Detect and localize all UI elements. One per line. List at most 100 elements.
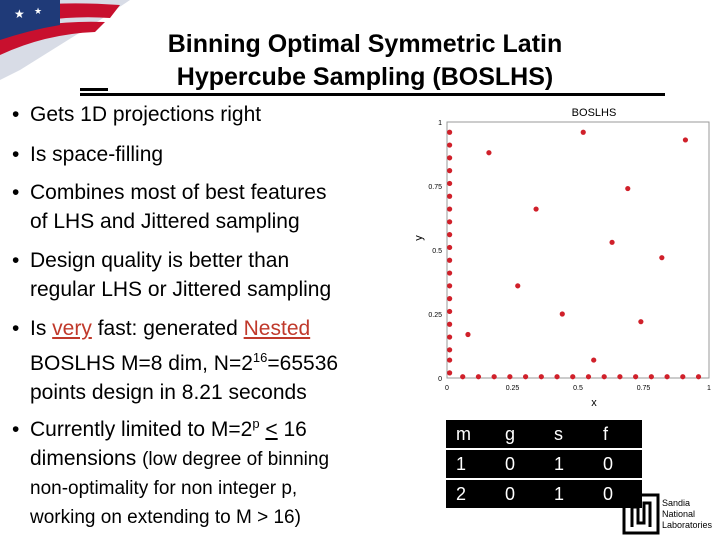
bullet-text: Is space-filling: [30, 143, 164, 166]
data-point: [447, 334, 453, 340]
bullet-text-small: working on extending to M > 16): [30, 507, 301, 528]
data-point: [447, 270, 453, 276]
bullet-dot: •: [12, 249, 20, 272]
scatter-plot: BOSLHS x y 0 0.25 0.5 0.75 1 0 0.25 0.5 0.75 1: [413, 107, 711, 409]
svg-text:★: ★: [34, 7, 42, 17]
bullet-dot: •: [12, 103, 20, 126]
x-tick-label: 0.75: [637, 385, 651, 392]
le-symbol: <: [265, 418, 278, 441]
data-point: [447, 180, 453, 187]
svg-text:★: ★: [14, 7, 25, 21]
title-underline-tick: [80, 88, 108, 91]
data-point: [664, 374, 670, 380]
bullet-text: BOSLHS M=8 dim, N=2: [30, 352, 253, 375]
bullet-text: Currently limited to M=2: [30, 418, 253, 441]
table-cell: 1: [544, 478, 593, 508]
x-tick-label: 0.5: [573, 385, 583, 392]
data-point: [570, 374, 576, 380]
data-point: [486, 150, 492, 156]
data-point: [609, 239, 615, 245]
data-point: [617, 374, 623, 380]
logo-line-2: National: [662, 509, 695, 519]
data-point: [447, 370, 453, 376]
x-tick-label: 0.25: [506, 385, 520, 392]
data-point: [465, 331, 471, 338]
x-tick-label: 0: [445, 385, 449, 392]
bullet-dot: •: [12, 317, 20, 340]
emphasis-very: very: [52, 317, 92, 340]
bullet-text: Design quality is better than: [30, 249, 290, 272]
y-tick-label: 0.5: [432, 248, 442, 255]
bullet-text: Gets 1D projections right: [30, 103, 262, 126]
bullet-dot: •: [12, 418, 20, 441]
data-point: [591, 357, 597, 363]
data-point: [447, 129, 453, 135]
data-point: [648, 374, 654, 380]
data-point: [447, 347, 453, 353]
emphasis-nested: Nested: [243, 317, 311, 340]
data-point: [533, 206, 539, 212]
bullet-projections: • Gets 1D projections right: [12, 100, 261, 129]
exponent: 16: [252, 350, 268, 365]
data-point: [523, 374, 529, 380]
chart-title: BOSLHS: [572, 107, 617, 119]
bullet-text: =65536: [267, 352, 339, 375]
title-underline: [80, 93, 665, 96]
data-point: [659, 255, 665, 261]
table-row: 2 0 1 0: [446, 478, 642, 508]
data-point: [447, 142, 453, 148]
data-point: [695, 374, 702, 380]
data-point: [638, 319, 644, 325]
data-point: [447, 219, 453, 225]
bullet-dot: •: [12, 143, 20, 166]
bullet-space-filling: • Is space-filling: [12, 140, 163, 169]
table-header-cell: s: [544, 420, 593, 449]
data-point: [447, 283, 453, 289]
data-point: [447, 193, 453, 199]
data-point: [601, 374, 607, 380]
data-point: [447, 257, 453, 263]
data-point: [515, 283, 521, 289]
bullet-limitations: • Currently limited to M=2p < 16 dimensio…: [12, 409, 329, 531]
data-point: [633, 374, 639, 380]
y-tick-label: 0.25: [428, 312, 442, 319]
y-tick-label: 0: [438, 376, 442, 383]
exponent: p: [252, 416, 260, 431]
data-point: [682, 137, 689, 143]
data-point: [580, 129, 586, 135]
bullet-fast: • Is very fast: generated Nested BOSLHS M…: [12, 314, 338, 407]
bullet-text-cont: dimensions (low degree of binning: [12, 447, 329, 470]
data-point: [447, 308, 453, 315]
x-axis-label: x: [591, 397, 597, 409]
table-cell: 0: [593, 448, 642, 479]
data-point: [625, 185, 631, 192]
table-cell: 0: [495, 478, 544, 508]
table-row: 1 0 1 0: [446, 448, 642, 479]
table-cell: 0: [495, 448, 544, 479]
data-point: [559, 311, 565, 317]
table-header-cell: g: [495, 420, 544, 449]
data-point: [447, 321, 453, 327]
table-cell: 1: [446, 448, 495, 479]
data-point: [447, 357, 453, 363]
slide-title: Binning Optimal Symmetric Latin Hypercub…: [110, 28, 620, 94]
data-point: [447, 296, 453, 302]
data-point: [538, 374, 544, 380]
data-point: [475, 374, 482, 380]
y-tick-label: 0.75: [428, 184, 442, 191]
data-point: [460, 374, 466, 380]
bullet-text: dimensions: [30, 447, 143, 470]
bullet-text-cont: of LHS and Jittered sampling: [30, 210, 300, 233]
data-point: [507, 374, 513, 380]
logo-line-3: Laboratories: [662, 520, 713, 530]
sandia-logo: Sandia National Laboratories: [622, 493, 713, 535]
data-point: [447, 168, 453, 174]
data-point: [447, 232, 453, 238]
bullet-combines: • Combines most of best features of LHS a…: [12, 178, 326, 236]
parameter-table: m g s f 1 0 1 0 2 0 1 0: [446, 420, 642, 508]
logo-line-1: Sandia: [662, 498, 690, 508]
bullet-text-cont: points design in 8.21 seconds: [30, 381, 307, 404]
y-axis-label: y: [413, 235, 425, 241]
data-point: [447, 206, 453, 212]
bullet-dot: •: [12, 181, 20, 204]
